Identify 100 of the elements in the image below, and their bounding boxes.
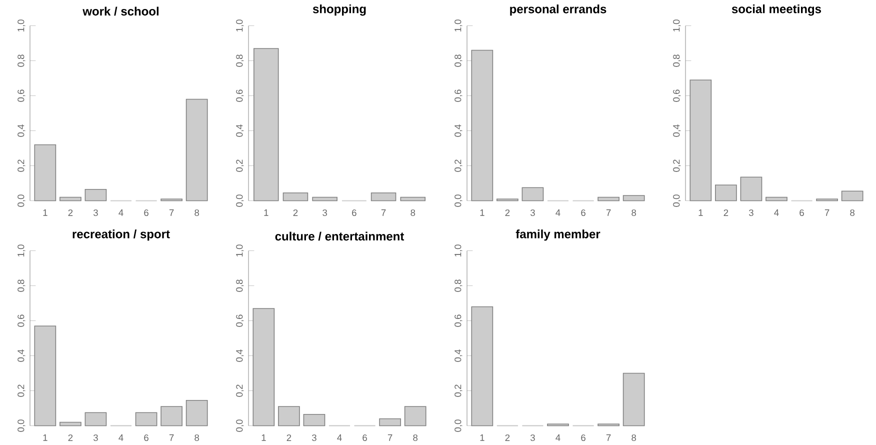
y-tick-label: 0,8 <box>18 279 26 292</box>
y-tick-label: 1,0 <box>18 244 26 256</box>
x-tick-label: 3 <box>530 434 535 441</box>
y-tick-label: 0,8 <box>454 279 462 292</box>
chart-title: family member <box>516 229 600 240</box>
x-tick-label: 2 <box>724 209 728 216</box>
y-tick-label: 0,8 <box>236 54 244 67</box>
x-tick-label: 8 <box>194 434 200 441</box>
x-tick-label: 2 <box>293 209 298 216</box>
x-tick-label: 2 <box>505 434 510 441</box>
y-tick-label: 0,4 <box>673 124 681 137</box>
chart-title: culture / entertainment <box>275 232 404 240</box>
y-tick-label: 0,4 <box>454 349 462 362</box>
x-tick-label: 7 <box>388 434 392 441</box>
y-tick-label: 0,0 <box>18 419 26 432</box>
bar <box>766 196 788 201</box>
x-tick-label: 8 <box>850 209 855 216</box>
bar <box>370 192 396 201</box>
y-tick-label: 0,6 <box>236 89 244 102</box>
x-tick-label: 8 <box>194 209 200 216</box>
bar <box>841 190 864 201</box>
x-tick-label: 8 <box>410 209 416 216</box>
x-tick-label: 3 <box>322 209 327 216</box>
x-tick-label: 3 <box>530 209 535 216</box>
bar <box>715 184 737 201</box>
y-tick-label: 1,0 <box>673 19 681 32</box>
y-tick-label: 0,8 <box>236 279 244 292</box>
bar <box>522 186 544 201</box>
y-tick-label: 0,6 <box>18 314 26 327</box>
bar <box>740 176 762 201</box>
y-tick-label: 0,2 <box>236 159 244 172</box>
bar <box>186 98 208 201</box>
chart-title: personal errands <box>510 4 606 16</box>
y-tick-label: 0,2 <box>454 159 462 172</box>
bar <box>312 196 338 201</box>
x-tick-label: 3 <box>312 434 316 441</box>
x-tick-label: 8 <box>632 434 636 441</box>
x-tick-label: 7 <box>381 209 386 216</box>
x-tick-label: 6 <box>581 434 586 441</box>
x-tick-label: 2 <box>286 434 292 441</box>
bar <box>278 406 300 426</box>
y-tick-label: 0,0 <box>236 419 244 432</box>
y-tick-label: 0,6 <box>454 314 462 327</box>
bar <box>60 422 82 426</box>
x-tick-label: 3 <box>748 209 754 216</box>
bar <box>282 192 308 201</box>
x-tick-label: 4 <box>556 434 560 441</box>
bar <box>135 412 158 426</box>
y-tick-label: 0,4 <box>236 349 244 362</box>
bar <box>303 414 326 426</box>
bar <box>60 196 82 201</box>
bar <box>379 418 401 426</box>
y-tick-label: 0,0 <box>18 194 26 207</box>
y-tick-label: 0,8 <box>18 54 26 67</box>
x-tick-label: 6 <box>144 209 148 216</box>
y-tick-label: 0,2 <box>454 384 462 397</box>
y-tick-label: 0,8 <box>454 54 462 67</box>
y-tick-label: 0,4 <box>236 124 244 137</box>
x-tick-label: 1 <box>264 209 268 216</box>
y-tick-label: 0,0 <box>454 419 462 432</box>
x-tick-label: 1 <box>43 209 48 216</box>
bar <box>186 400 208 426</box>
x-tick-label: 4 <box>337 434 342 441</box>
y-tick-label: 0,6 <box>18 89 26 102</box>
x-tick-label: 4 <box>118 434 124 441</box>
bar <box>598 196 620 201</box>
x-tick-label: 6 <box>581 209 586 216</box>
y-tick-label: 0,0 <box>673 194 681 207</box>
y-tick-label: 0,6 <box>673 89 681 102</box>
x-tick-label: 3 <box>93 434 98 441</box>
x-tick-label: 8 <box>632 209 636 216</box>
y-tick-label: 0,2 <box>673 159 681 172</box>
bar <box>622 372 645 426</box>
x-tick-label: 1 <box>480 434 484 441</box>
x-tick-label: 4 <box>556 209 560 216</box>
x-tick-label: 8 <box>413 434 418 441</box>
y-tick-label: 1,0 <box>454 244 462 256</box>
y-tick-label: 0,6 <box>454 89 462 102</box>
bar <box>622 194 645 201</box>
chart-title: recreation / sport <box>72 229 170 240</box>
x-tick-label: 7 <box>606 209 611 216</box>
y-tick-label: 0,6 <box>236 314 244 327</box>
x-tick-label: 6 <box>352 209 356 216</box>
y-tick-label: 1,0 <box>236 19 244 32</box>
y-tick-label: 0,4 <box>454 124 462 137</box>
x-tick-label: 3 <box>93 209 98 216</box>
y-tick-label: 0,4 <box>18 349 26 362</box>
x-tick-label: 1 <box>698 209 703 216</box>
y-tick-label: 0,0 <box>454 194 462 207</box>
bar <box>160 406 182 426</box>
y-tick-label: 0,4 <box>18 124 26 137</box>
x-tick-label: 2 <box>505 209 510 216</box>
x-tick-label: 1 <box>262 434 266 441</box>
x-tick-label: 7 <box>169 209 174 216</box>
bar <box>84 188 107 201</box>
chart-title: shopping <box>312 4 366 16</box>
y-tick-label: 0,8 <box>673 54 681 67</box>
bar <box>404 406 426 426</box>
x-tick-label: 6 <box>362 434 367 441</box>
chart-title: work / school <box>82 6 158 16</box>
